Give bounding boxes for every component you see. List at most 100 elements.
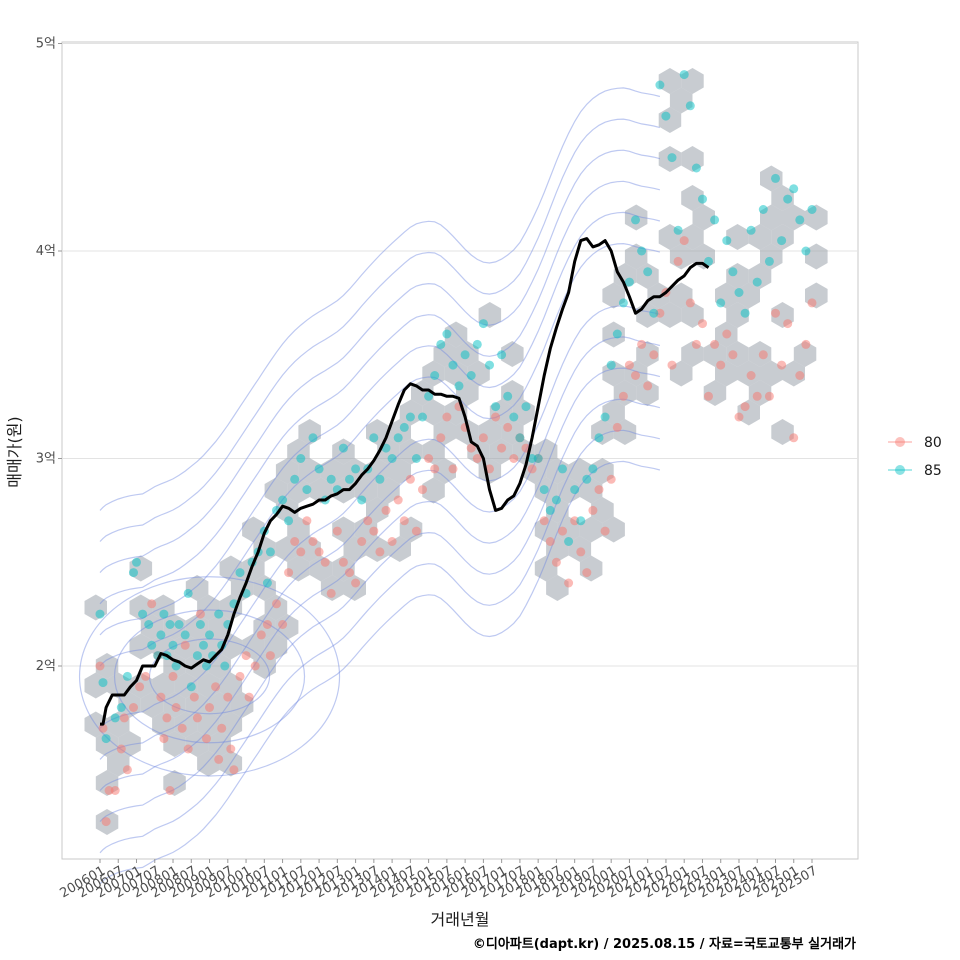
point-85	[180, 630, 190, 640]
point-85	[129, 568, 138, 578]
point-80	[244, 692, 254, 702]
point-80	[466, 443, 476, 453]
point-80	[192, 713, 202, 723]
point-85	[460, 350, 470, 360]
point-85	[643, 267, 653, 277]
point-80	[381, 505, 391, 515]
hex-cell	[467, 360, 490, 387]
point-85	[424, 391, 434, 401]
point-85	[618, 298, 628, 308]
density-contour	[99, 336, 661, 760]
point-80	[588, 505, 598, 515]
point-80	[320, 557, 330, 567]
point-80	[649, 350, 659, 360]
legend-item-85[interactable]: 85	[888, 463, 942, 479]
point-80	[698, 319, 707, 329]
point-80	[600, 526, 610, 536]
point-80	[229, 765, 239, 775]
density-contour	[78, 576, 341, 777]
point-80	[369, 526, 379, 536]
point-80	[448, 464, 458, 474]
hex-cell	[658, 68, 682, 94]
point-80	[643, 381, 653, 391]
point-80	[116, 744, 126, 754]
hex-cell	[152, 672, 175, 699]
point-85	[199, 640, 208, 650]
hex-cell	[579, 477, 603, 504]
point-80	[98, 723, 108, 733]
point-80	[351, 578, 361, 588]
hex-cell	[782, 360, 805, 387]
point-80	[241, 651, 251, 661]
point-80	[472, 454, 482, 463]
density-contour	[99, 87, 661, 511]
hex-cell	[174, 672, 198, 699]
point-85	[314, 464, 324, 474]
legend-item-80[interactable]: 80	[888, 435, 942, 451]
point-85	[418, 412, 427, 422]
point-85	[789, 184, 799, 194]
point-80	[624, 360, 634, 370]
density-contour	[99, 460, 661, 885]
point-80	[795, 371, 805, 380]
point-80	[564, 578, 574, 588]
hex-cell	[208, 731, 231, 757]
point-80	[332, 526, 342, 536]
point-80	[147, 599, 157, 609]
point-80	[159, 734, 169, 744]
point-85	[783, 194, 793, 204]
point-85	[637, 246, 647, 256]
point-80	[129, 703, 138, 712]
point-85	[454, 381, 464, 391]
point-85	[375, 474, 385, 484]
point-80	[740, 402, 750, 412]
point-80	[202, 734, 211, 744]
point-80	[284, 568, 294, 578]
point-80	[789, 433, 799, 443]
hex-cell	[197, 711, 220, 738]
point-85	[174, 620, 184, 629]
hex-cell	[320, 458, 344, 484]
point-85	[509, 412, 519, 422]
point-85	[290, 474, 300, 484]
point-85	[430, 371, 440, 380]
point-80	[262, 620, 272, 629]
point-85	[582, 474, 592, 484]
point-80	[314, 547, 324, 557]
y-tick-label: 4억	[36, 244, 56, 259]
point-85	[777, 236, 787, 246]
point-80	[424, 454, 434, 463]
hex-cell	[287, 555, 310, 582]
point-85	[734, 288, 744, 297]
hex-cell	[805, 243, 828, 270]
point-80	[122, 765, 132, 775]
point-85	[558, 464, 567, 474]
point-85	[485, 360, 494, 370]
hex-cell	[208, 614, 231, 640]
hex-cell	[197, 750, 220, 777]
point-80	[801, 339, 811, 349]
point-85	[448, 360, 458, 370]
density-contour	[99, 118, 661, 542]
point-85	[262, 578, 272, 588]
density-contour	[99, 398, 661, 823]
hex-cell	[557, 477, 580, 504]
point-85	[801, 246, 811, 256]
point-85	[533, 454, 543, 463]
hex-cell	[298, 458, 321, 484]
point-85	[521, 402, 531, 412]
hex-cell	[534, 555, 558, 582]
hex-cell	[163, 731, 186, 757]
legend: 80 85	[888, 435, 942, 479]
point-85	[345, 474, 354, 484]
hex-cell	[444, 321, 468, 348]
point-80	[758, 350, 768, 360]
source-caption: ©디아파트(dapt.kr) / 2025.08.15 / 자료=국토교통부 실…	[473, 936, 856, 952]
point-80	[177, 723, 187, 733]
density-contour	[99, 429, 661, 854]
hex-cell	[95, 731, 119, 757]
point-80	[265, 651, 275, 661]
point-80	[162, 713, 172, 723]
point-85	[624, 277, 634, 287]
point-80	[110, 786, 120, 795]
